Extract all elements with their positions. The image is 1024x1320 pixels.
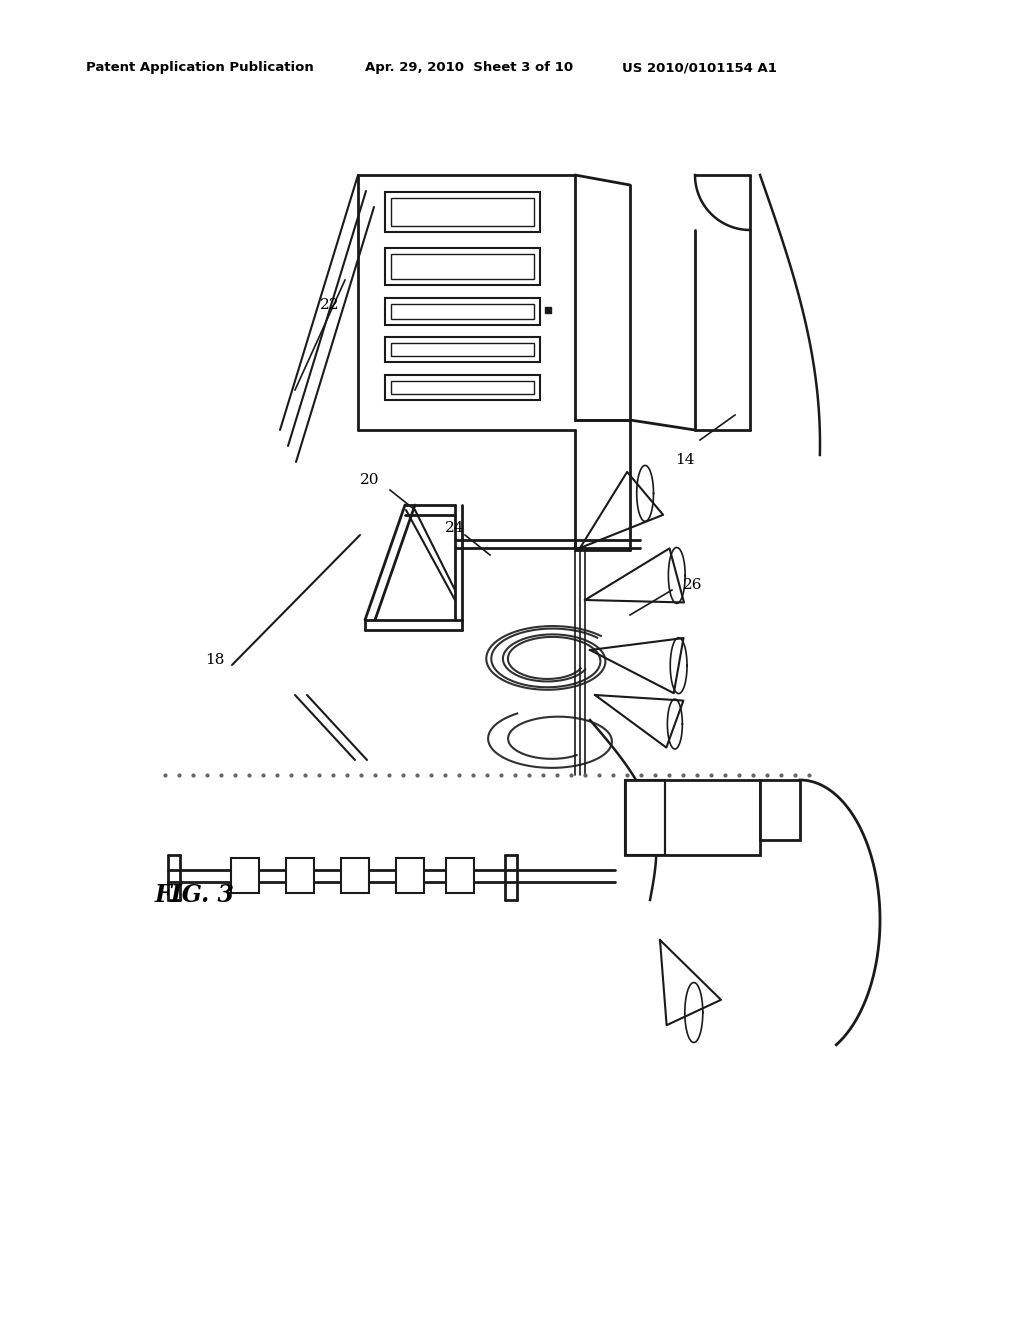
Polygon shape — [760, 780, 800, 840]
Polygon shape — [286, 858, 314, 894]
Text: 24: 24 — [445, 521, 465, 535]
Text: Patent Application Publication: Patent Application Publication — [86, 62, 313, 74]
Text: US 2010/0101154 A1: US 2010/0101154 A1 — [622, 62, 777, 74]
Polygon shape — [625, 780, 760, 855]
Polygon shape — [231, 858, 259, 894]
Polygon shape — [396, 858, 424, 894]
Text: FIG. 3: FIG. 3 — [155, 883, 234, 907]
Polygon shape — [385, 337, 540, 362]
Text: Apr. 29, 2010  Sheet 3 of 10: Apr. 29, 2010 Sheet 3 of 10 — [365, 62, 573, 74]
Polygon shape — [385, 191, 540, 232]
Polygon shape — [385, 375, 540, 400]
Text: 20: 20 — [360, 473, 380, 487]
Text: 26: 26 — [683, 578, 702, 591]
Polygon shape — [341, 858, 369, 894]
Polygon shape — [385, 248, 540, 285]
Text: 22: 22 — [321, 298, 340, 312]
Text: 14: 14 — [676, 453, 695, 467]
Polygon shape — [446, 858, 474, 894]
Polygon shape — [385, 298, 540, 325]
Text: 18: 18 — [206, 653, 224, 667]
